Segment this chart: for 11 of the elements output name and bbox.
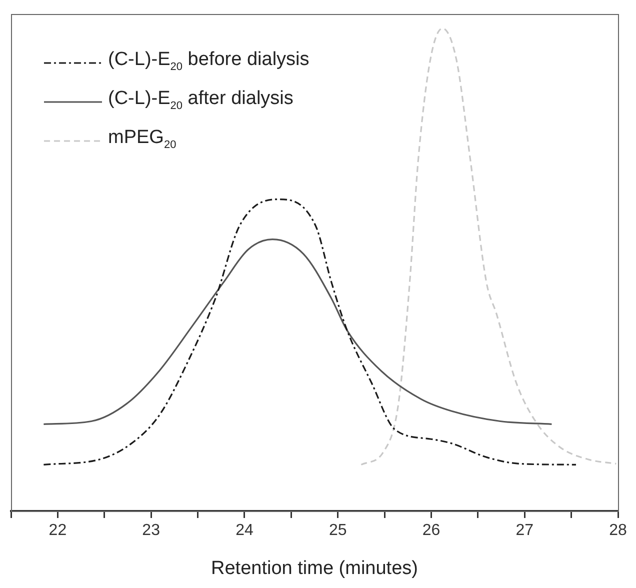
x-tick-label: 26 (422, 522, 440, 540)
x-tick-label: 22 (48, 522, 67, 540)
legend-label: (C-L)-E$_{20}$ before dialysis (108, 48, 310, 75)
x-tick-label: 24 (236, 522, 254, 540)
legend-label: mPEG$_{20}$ (108, 126, 176, 152)
x-tick-label: 23 (142, 522, 160, 540)
x-axis-title: Retention time (minutes) (211, 558, 418, 579)
x-tick-label: 27 (516, 522, 534, 540)
x-tick-label: 28 (609, 522, 627, 540)
x-tick-label: 25 (328, 522, 347, 540)
legend-label: (C-L)-E$_{20}$ after dialysis (108, 86, 294, 114)
